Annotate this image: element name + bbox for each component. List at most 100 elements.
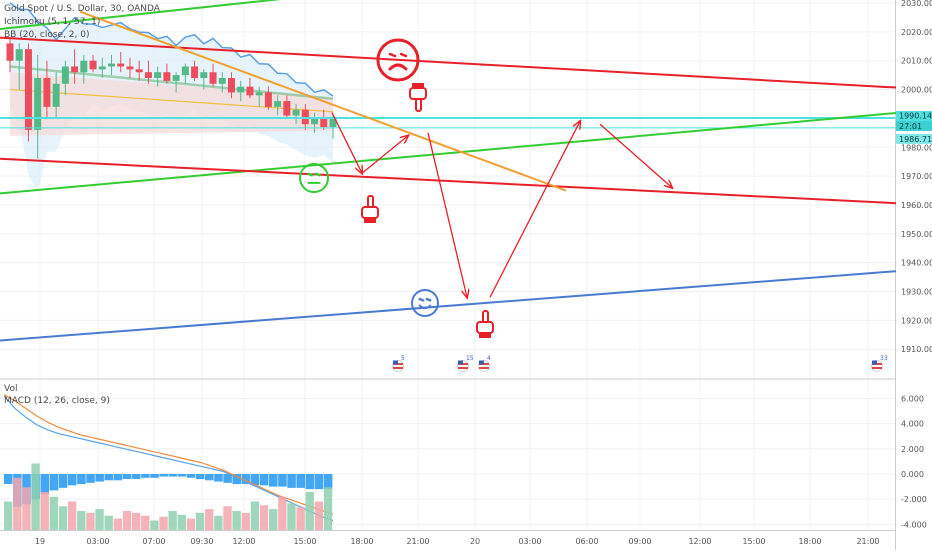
volume-bar [13,477,22,530]
candle-body [117,63,125,67]
macd-histogram-bar [241,474,251,485]
macd-tick-label: -2.000 [901,495,927,504]
smile-face-icon-outline [411,289,439,317]
macd-histogram-bar [49,474,59,491]
macd-histogram-bar [86,474,95,483]
ichimoku-legend[interactable]: Ichimoku (5, 1, 57, 1) [4,17,101,27]
volume-bar [223,506,232,530]
volume-bar [287,503,296,530]
volume-bar [131,512,141,530]
volume-bar [250,501,260,530]
macd-histogram-bar [150,474,159,478]
candle-body [274,101,282,107]
volume-bar [323,487,333,530]
frown-face-icon-mouth [388,63,408,71]
macd-tick-label: 6.000 [901,394,924,403]
volume-bar [95,509,104,530]
time-tick-label: 18:00 [798,537,821,546]
macd-histogram-bar [177,474,187,477]
pointing-hand-icon-palm [476,321,494,334]
frown-face-icon-eye [388,52,397,58]
macd-histogram-bar [195,474,205,480]
candle-body [144,72,152,79]
candle-body [264,92,272,107]
candle-body [329,118,337,128]
projection-arrow [489,121,580,298]
time-tick-label: 07:00 [142,537,165,546]
time-tick-label: 15:00 [293,537,316,546]
candle-body [227,78,235,93]
macd-histogram-bar [4,474,13,485]
macd-histogram-bar [223,474,232,483]
pointing-hand-icon-finger [415,98,422,112]
price-axis-bg [896,0,932,550]
macd-histogram-bar [269,474,278,487]
time-tick-label: 03:00 [86,537,109,546]
event-flag-canton [872,360,877,365]
candle-body [283,101,291,116]
event-flag-icon: 4 [478,355,491,372]
pointing-hand-icon-cuff [364,218,376,223]
volume-bar [150,520,159,530]
macd-histogram-bar [104,474,114,481]
trend-line [0,108,932,195]
pointing-hand-icon-cuff [412,83,424,88]
time-tick-label: 15:00 [742,537,765,546]
time-tick-label: 21:00 [406,537,429,546]
candle-body [320,118,328,128]
event-flag-canton [393,360,398,365]
macd-histogram-bar [214,474,223,482]
price-axes: 2030.0002020.0002010.0002000.0001990.000… [896,0,932,550]
event-flag-canton [479,360,484,365]
volume-bar [296,507,305,530]
volume-bar [49,496,59,530]
neutral-face-icon [299,163,329,193]
volume-bar [269,509,278,530]
volume-bar [113,518,123,530]
time-tick-label: 03:00 [518,537,541,546]
macd-histogram-bar [259,474,269,486]
volume-bar [205,509,214,530]
candle-body [292,109,300,116]
projection-arrow [427,132,467,297]
volume-bar [86,512,95,530]
candle-body [52,83,60,107]
macd-signal-line [3,394,334,515]
candle-body [126,66,134,70]
level-price-label: 1986.712 [899,135,932,144]
time-tick-label: 12:00 [232,537,255,546]
candle-body [34,78,42,130]
candle-body [209,72,217,84]
candles [6,37,337,159]
time-tick-label: 19 [35,537,45,546]
candle-body [98,66,106,70]
volume-bar [104,515,113,530]
vol-legend[interactable]: Vol [4,384,18,394]
ichimoku-cloud [10,72,333,136]
volume-bar [241,512,250,530]
trend-line [0,36,932,91]
bb-legend[interactable]: BB (20, close, 2, 0) [4,30,90,40]
event-flag-icon: 5 [392,355,405,372]
price-tick-label: 1940.000 [901,259,932,268]
pointing-hand-icon-palm [361,206,379,219]
volume-bar [232,511,241,530]
symbol-title[interactable]: Gold Spot / U.S. Dollar, 30, OANDA [4,4,160,14]
event-flag-stripe [458,367,468,369]
trend-line [0,0,282,30]
current-price-tag [896,110,932,121]
frown-face-icon-eye [399,52,408,58]
pointing-hand-icon [361,195,379,223]
frown-face-icon [376,38,420,82]
icons: 5 15 4 33 [299,38,888,372]
event-count: 15 [466,355,474,362]
volume-bar [77,511,86,530]
trend-line [0,267,932,342]
candle-body [255,92,263,96]
macd-legend[interactable]: MACD (12, 26, close, 9) [4,396,110,406]
macd-histogram-bar [287,474,296,488]
pointing-hand-icon-cuff [479,333,491,338]
candle-body [6,43,14,61]
price-tick-label: 2010.000 [901,57,932,66]
